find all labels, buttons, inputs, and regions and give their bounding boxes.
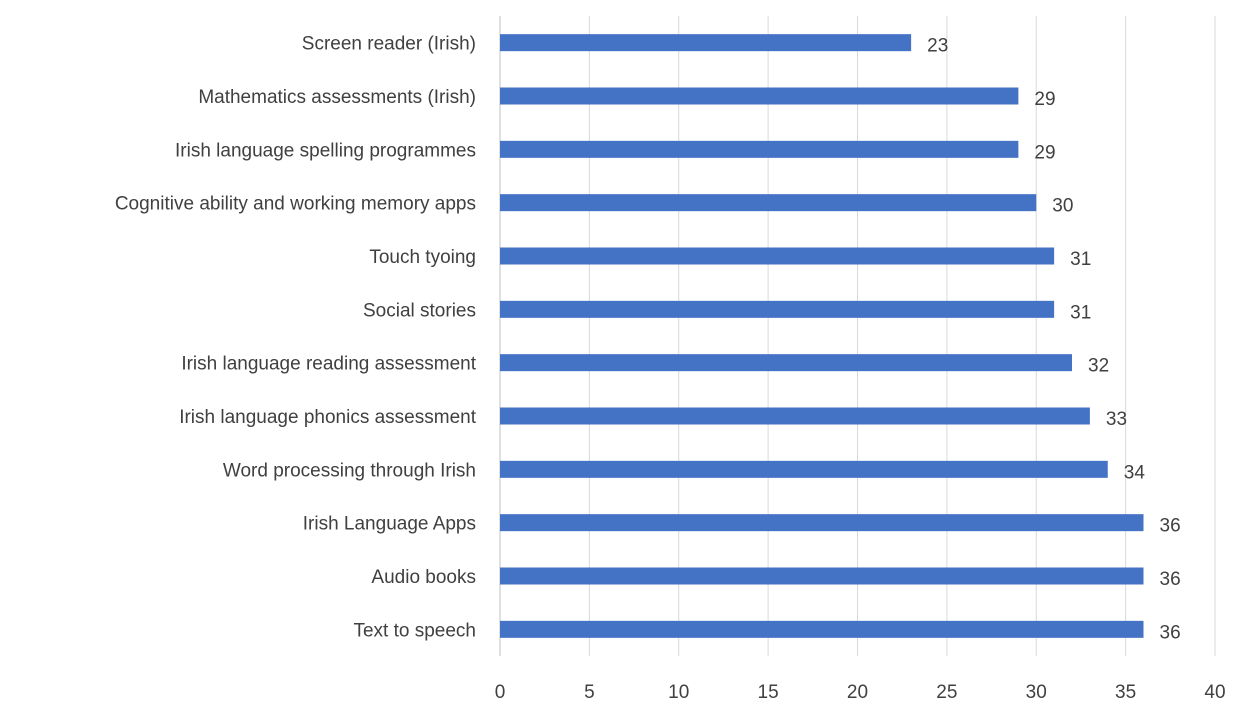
- bar: [500, 140, 1019, 158]
- x-tick-label: 35: [1115, 682, 1136, 702]
- data-label: 34: [1124, 462, 1146, 483]
- category-label: Irish language reading assessment: [181, 354, 476, 375]
- category-label: Irish language phonics assessment: [179, 407, 477, 428]
- data-label: 30: [1052, 196, 1073, 217]
- category-label: Irish language spelling programmes: [175, 140, 476, 161]
- bar: [500, 194, 1037, 212]
- data-label: 31: [1070, 302, 1091, 323]
- x-tick-label: 40: [1204, 682, 1225, 702]
- category-label: Audio books: [371, 567, 476, 588]
- data-label: 36: [1160, 622, 1181, 643]
- x-tick-label: 25: [936, 682, 957, 702]
- x-axis-tick-labels: 0 5 10 15 20 25 30 35 40: [495, 682, 1226, 702]
- data-label: 36: [1160, 569, 1181, 590]
- grid-lines: [499, 16, 1216, 656]
- data-label: 36: [1160, 516, 1181, 537]
- data-label: 29: [1034, 142, 1055, 163]
- category-label: Screen reader (Irish): [302, 34, 476, 55]
- bar: [500, 620, 1144, 638]
- category-label: Text to speech: [353, 620, 476, 641]
- bar: [500, 354, 1072, 372]
- data-label: 23: [927, 36, 948, 57]
- bar: [500, 247, 1055, 265]
- bar: [500, 34, 912, 52]
- x-tick-label: 30: [1026, 682, 1047, 702]
- category-label: Touch tyoing: [369, 247, 476, 268]
- x-tick-label: 0: [495, 682, 506, 702]
- x-tick-label: 20: [847, 682, 868, 702]
- bar: [500, 514, 1144, 532]
- data-label: 31: [1070, 249, 1091, 270]
- category-label: Irish Language Apps: [303, 514, 476, 535]
- bar: [500, 567, 1144, 585]
- bar: [500, 460, 1108, 478]
- x-tick-label: 10: [668, 682, 689, 702]
- category-label: Social stories: [363, 300, 476, 321]
- category-label: Word processing through Irish: [223, 460, 476, 481]
- x-tick-label: 15: [758, 682, 779, 702]
- x-tick-label: 5: [584, 682, 595, 702]
- data-label: 32: [1088, 356, 1109, 377]
- bar: [500, 407, 1090, 425]
- data-labels: 23 29 29 30 31 31 32 33 34 36 36 36: [927, 36, 1181, 644]
- bar: [500, 300, 1055, 318]
- data-label: 33: [1106, 409, 1127, 430]
- bars: [500, 34, 1144, 638]
- bar: [500, 87, 1019, 105]
- data-label: 29: [1034, 89, 1055, 110]
- category-labels: Screen reader (Irish) Mathematics assessm…: [115, 34, 477, 642]
- category-label: Cognitive ability and working memory app…: [115, 194, 476, 215]
- category-label: Mathematics assessments (Irish): [198, 87, 476, 108]
